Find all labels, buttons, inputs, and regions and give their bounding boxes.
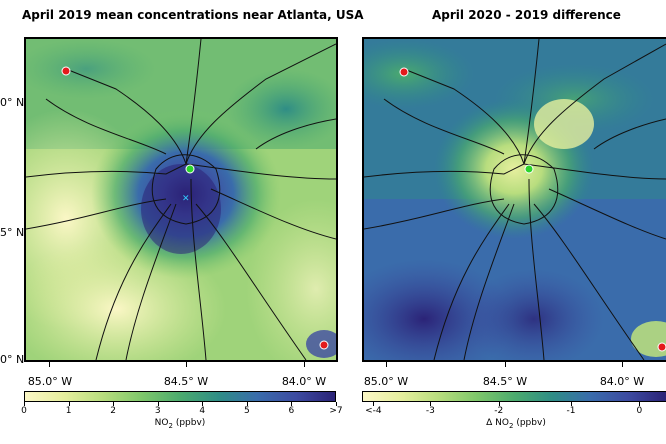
left-colorbar-tick-label-6: 6 [288,406,295,416]
right-colorbar-tick-label-3: -1 [566,406,576,416]
left-colorbar-tick-label-0: 0 [21,406,27,416]
left-colorbar-tick-3 [157,402,159,406]
right-colorbar-tick-4 [639,402,641,406]
right-lon-tick-1 [386,362,387,367]
marker-green-center [185,164,195,174]
left-colorbar-tick-5 [246,402,248,406]
right-colorbar-tick-3 [571,402,572,406]
left-colorbar-tick-1 [68,402,70,406]
left-lon-label-1: 85.0° W [27,375,73,388]
right-map-title: April 2020 - 2019 difference [432,8,621,22]
right-colorbar-tick-label-1: -3 [425,406,435,416]
left-colorbar-tick-label-1: 1 [65,406,72,416]
left-colorbar-label: NO2 (ppbv) [154,418,206,430]
right-lon-label-1: 85.0° W [363,375,409,388]
right-colorbar-tick-2 [498,402,500,406]
left-lon-tick-1 [49,362,50,367]
left-colorbar-tick-label-5: 5 [243,406,250,416]
right-colorbar-tick-0 [373,402,375,406]
left-lon-tick-2 [186,362,187,367]
left-lon-label-2: 84.5° W [163,375,209,388]
right-colorbar-tick-label-2: -2 [494,406,504,416]
marker-red-northwest-diff [399,67,409,77]
right-difference-map [362,37,666,362]
right-lon-label-3: 84.0° W [599,375,645,388]
marker-cyan-airport: ✕ [182,194,190,204]
left-lon-tick-3 [304,362,305,367]
right-colorbar [362,391,666,402]
marker-red-southeast [319,340,329,350]
left-colorbar-tick-7 [336,402,337,406]
right-colorbar-label: Δ NO2 (ppbv) [486,418,546,430]
left-colorbar-tick-0 [24,402,25,406]
right-lon-label-2: 84.5° W [482,375,528,388]
left-colorbar-tick-4 [202,402,204,406]
marker-red-northwest [61,66,71,76]
marker-red-southeast-diff [657,342,666,352]
lat-label-middle: 5° N [0,226,25,239]
left-lon-label-3: 84.0° W [281,375,327,388]
left-concentration-map: ✕ [24,37,338,362]
right-colorbar-tick-label-4: 0 [636,406,643,416]
right-colorbar-tick-1 [430,402,432,406]
left-colorbar-tick-label-7: >7 [329,406,343,416]
left-colorbar-tick-label-4: 4 [199,406,206,416]
left-colorbar-tick-6 [291,402,293,406]
left-map-graphic: ✕ [26,39,336,360]
left-colorbar [24,391,336,402]
right-map-graphic [364,39,666,360]
svg-text:✕: ✕ [182,194,190,204]
marker-green-center-diff [524,164,534,174]
lat-label-top: 0° N [0,96,25,109]
lat-label-bottom: 0° N [0,353,25,366]
left-colorbar-tick-label-3: 3 [154,406,161,416]
left-colorbar-tick-label-2: 2 [110,406,117,416]
right-colorbar-tick-label-0: <-4 [365,406,382,416]
right-lon-tick-3 [622,362,623,367]
right-lon-tick-2 [505,362,506,367]
left-colorbar-tick-2 [113,402,115,406]
left-map-title: April 2019 mean concentrations near Atla… [22,8,364,22]
